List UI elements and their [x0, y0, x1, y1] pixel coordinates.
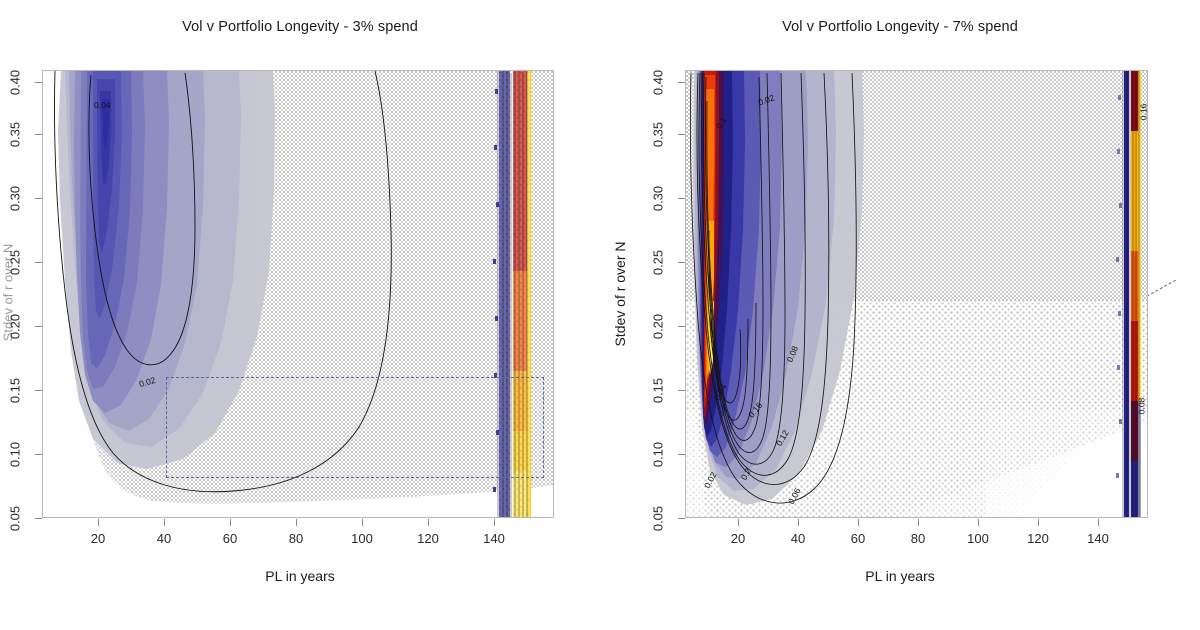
contour-lines-left	[54, 71, 392, 493]
xtick-label: 20	[730, 531, 746, 546]
ytick-label: 0.20	[7, 313, 23, 340]
terminal-contour-band-left	[493, 71, 531, 517]
plot-svg-left	[43, 71, 553, 517]
panel-right: Vol v Portfolio Longevity - 7% spend Std…	[600, 0, 1200, 630]
contour-label: 0.04	[94, 100, 111, 110]
ytick-label: 0.40	[650, 69, 666, 96]
ytick-label: 0.10	[650, 441, 666, 468]
xtick-label: 120	[417, 531, 439, 546]
axis-title-x-right: PL in years	[865, 568, 935, 584]
xtick-label: 60	[222, 531, 238, 546]
ytick-label: 0.30	[7, 185, 23, 212]
ytick-label: 0.05	[7, 505, 23, 532]
ytick-label: 0.35	[7, 121, 23, 148]
plot-title-left: Vol v Portfolio Longevity - 3% spend	[182, 19, 418, 35]
xtick-label: 80	[910, 531, 926, 546]
ytick-label: 0.25	[7, 249, 23, 276]
plot-area-left[interactable]: 0.04 0.02	[42, 70, 554, 518]
ytick-label: 0.15	[7, 377, 23, 404]
xtick-label: 80	[288, 531, 304, 546]
ytick-label: 0.20	[650, 313, 666, 340]
ytick-label: 0.30	[650, 185, 666, 212]
ytick-label: 0.10	[7, 441, 23, 468]
density-contours-left	[58, 71, 275, 469]
ytick-label: 0.40	[7, 69, 23, 96]
xtick-label: 120	[1027, 531, 1049, 546]
axis-title-y-right: Stdev of r over N	[612, 241, 628, 347]
plot-title-right: Vol v Portfolio Longevity - 7% spend	[782, 19, 1018, 35]
xtick-label: 100	[967, 531, 989, 546]
xtick-label: 40	[156, 531, 172, 546]
contour-lines-right	[689, 72, 857, 504]
contour-label: 0.08	[1136, 397, 1147, 415]
xtick-label: 140	[483, 531, 505, 546]
ytick-label: 0.25	[650, 249, 666, 276]
ytick-label: 0.35	[650, 121, 666, 148]
axis-title-x-left: PL in years	[265, 568, 335, 584]
plot-area-right[interactable]: 0.02 0.1 0.08 0.16 0.12 0.04 0.2 0.02 0.…	[685, 70, 1148, 518]
xtick-label: 40	[790, 531, 806, 546]
contour-label: 0.16	[1138, 103, 1148, 121]
xtick-label: 20	[90, 531, 106, 546]
annotation-dashed-rect	[166, 377, 544, 478]
terminal-contour-band-right	[1116, 71, 1141, 517]
ytick-label: 0.05	[650, 505, 666, 532]
xtick-label: 140	[1087, 531, 1109, 546]
panel-left: Vol v Portfolio Longevity - 3% spend Std…	[1, 19, 554, 584]
plot-svg-right	[686, 71, 1147, 517]
xtick-label: 60	[850, 531, 866, 546]
ytick-label: 0.15	[650, 377, 666, 404]
xtick-label: 100	[351, 531, 373, 546]
